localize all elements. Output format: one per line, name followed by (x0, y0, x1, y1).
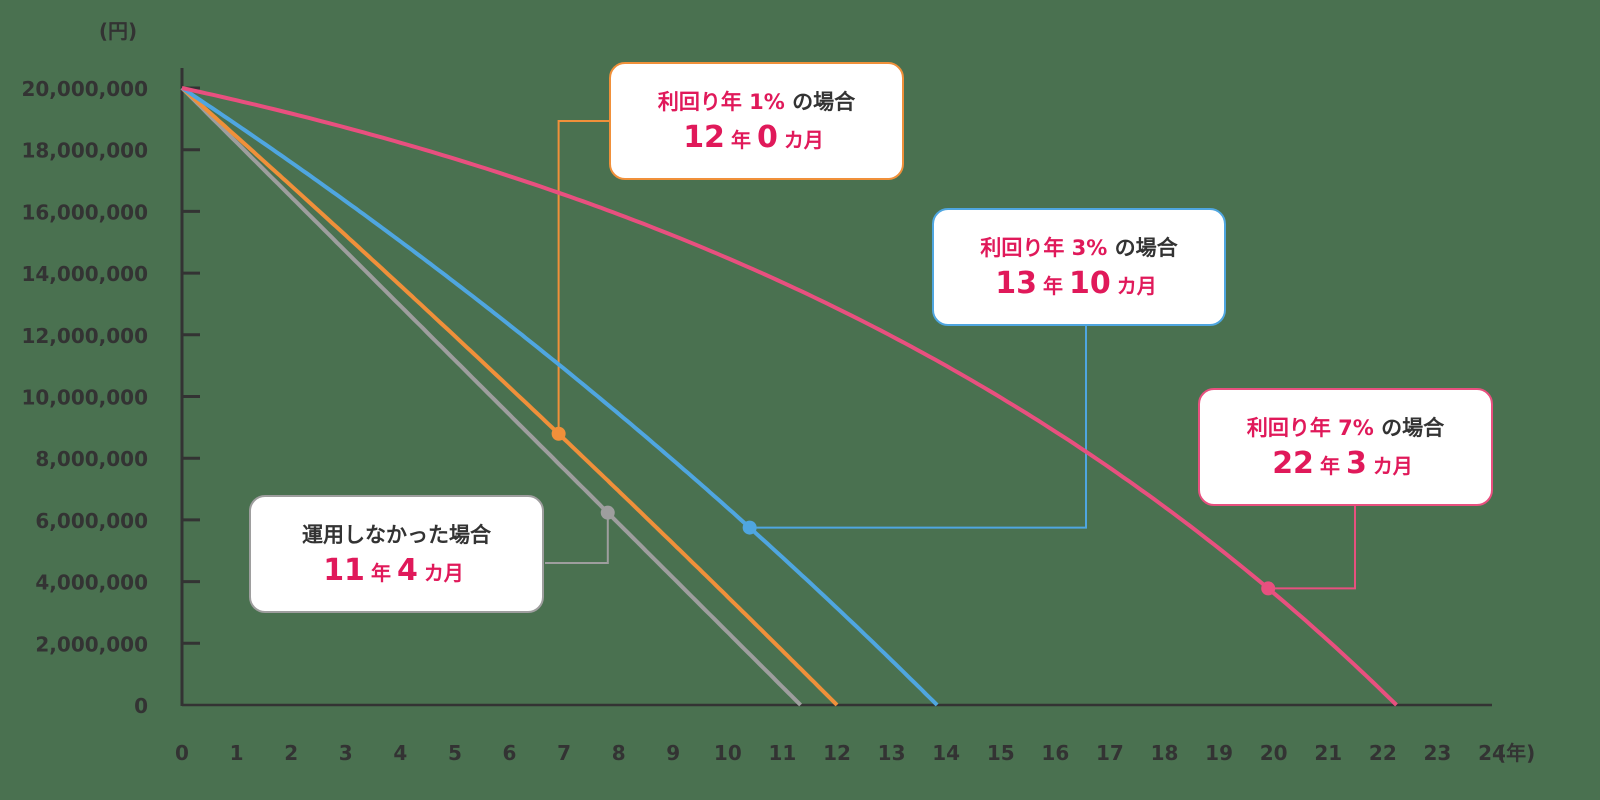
callout-year-unit: 年 (1319, 454, 1340, 478)
x-tick-label: 3 (339, 741, 353, 765)
series-line-no-investment (180, 86, 803, 707)
series-line-rate-7pct (181, 86, 1398, 707)
x-tick-label: 12 (823, 741, 851, 765)
callout-connectors (545, 120, 1356, 590)
callout-rate-1pct: 利回り年 1% の場合 12 年 0 カ月 (609, 62, 904, 180)
x-tick-label: 14 (932, 741, 960, 765)
callout-month-unit: カ月 (1372, 454, 1413, 478)
callout-month-unit: カ月 (783, 128, 824, 152)
callout-month-unit: カ月 (423, 561, 464, 585)
callout-year-unit: 年 (1043, 274, 1063, 298)
y-tick-label: 14,000,000 (21, 262, 148, 286)
callout-months: 3 (1345, 446, 1367, 481)
callout-title-rate: 利回り年 7% (1246, 416, 1374, 440)
series-line-rate-3pct (180, 86, 939, 707)
y-axis-unit-label: (円) (99, 19, 137, 43)
y-tick-label: 8,000,000 (35, 447, 148, 471)
marker-rate-3pct (742, 520, 757, 535)
callout-year-unit: 年 (370, 561, 391, 585)
marker-no-investment (600, 505, 615, 520)
y-tick-label: 16,000,000 (21, 200, 148, 224)
callout-month-unit: カ月 (1116, 274, 1157, 298)
callout-title-rate: 利回り年 3% (980, 236, 1108, 260)
x-tick-label: 8 (612, 741, 626, 765)
callout-years: 13 (995, 266, 1037, 301)
callout-title-suffix: の場合 (1373, 416, 1445, 440)
x-tick-label: 11 (768, 741, 796, 765)
series-line-rate-1pct (180, 86, 839, 707)
marker-rate-1pct (551, 426, 566, 441)
x-tick-label: 2 (284, 741, 298, 765)
series-markers (551, 426, 1276, 596)
y-tick-label: 10,000,000 (21, 386, 148, 410)
callout-years: 12 (683, 120, 725, 155)
x-tick-label: 19 (1205, 741, 1233, 765)
x-tick-label: 7 (557, 741, 571, 765)
y-tick-label: 4,000,000 (35, 571, 148, 595)
callout-no-investment: 運用しなかった場合 11 年 4 カ月 (249, 495, 544, 613)
series-lines (180, 86, 1398, 707)
y-axis-unit-label: (円) (99, 19, 137, 43)
callout-title-suffix: の場合 (1107, 236, 1178, 260)
callout-years: 11 (323, 553, 365, 588)
x-tick-label: 4 (393, 741, 407, 765)
callout-months: 4 (396, 553, 418, 588)
callout-rate-3pct: 利回り年 3% の場合 13 年 10 カ月 (932, 208, 1226, 326)
callout-title-rate: 利回り年 1% (657, 90, 785, 114)
marker-rate-7pct (1261, 581, 1276, 596)
y-tick-label: 18,000,000 (21, 139, 148, 163)
callout-months: 10 (1069, 266, 1111, 301)
x-axis-unit-label: (年) (1497, 741, 1535, 765)
x-tick-label: 1 (230, 741, 244, 765)
x-tick-label: 0 (175, 741, 189, 765)
callout-year-unit: 年 (730, 128, 751, 152)
x-tick-label: 17 (1096, 741, 1124, 765)
connector-rate-3pct (749, 326, 1087, 529)
connector-rate-1pct (557, 120, 609, 434)
y-tick-label: 20,000,000 (21, 77, 148, 101)
x-tick-label: 23 (1423, 741, 1451, 765)
y-tick-label: 12,000,000 (21, 324, 148, 348)
connector-no-investment (545, 512, 609, 564)
y-tick-label: 2,000,000 (35, 632, 148, 656)
x-tick-label: 9 (666, 741, 680, 765)
callout-years: 22 (1272, 446, 1314, 481)
x-tick-label: 15 (987, 741, 1015, 765)
x-tick-label: 10 (714, 741, 742, 765)
callout-rate-7pct: 利回り年 7% の場合 22 年 3 カ月 (1198, 388, 1493, 506)
x-tick-label: 5 (448, 741, 462, 765)
y-tick-label: 0 (134, 694, 148, 718)
x-tick-label: 16 (1041, 741, 1069, 765)
callout-months: 0 (756, 120, 778, 155)
x-tick-label: 24 (1478, 741, 1506, 765)
callout-title-suffix: の場合 (784, 90, 856, 114)
x-tick-label: 22 (1369, 741, 1397, 765)
y-tick-label: 6,000,000 (35, 509, 148, 533)
connector-rate-7pct (1268, 506, 1356, 590)
callout-title-suffix: 運用しなかった場合 (302, 523, 491, 547)
x-tick-label: 21 (1314, 741, 1342, 765)
x-tick-label: 13 (878, 741, 906, 765)
x-tick-label: 6 (503, 741, 517, 765)
x-tick-label: 20 (1260, 741, 1288, 765)
x-tick-label: 18 (1151, 741, 1179, 765)
